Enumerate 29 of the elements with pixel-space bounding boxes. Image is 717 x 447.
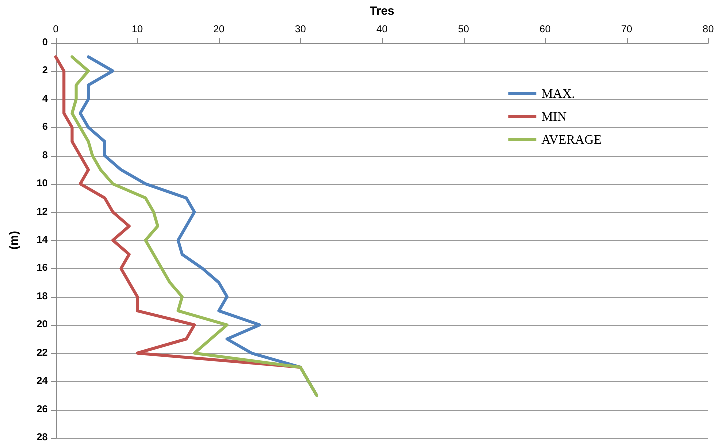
x-tick-label: 0: [53, 24, 60, 36]
x-tick-label: 30: [295, 24, 307, 36]
y-tick-label: 16: [36, 263, 48, 274]
y-tick-label: 10: [36, 178, 48, 190]
y-tick-label: 8: [42, 150, 48, 162]
x-tick-label: 20: [214, 24, 226, 36]
y-tick-label: 22: [36, 348, 48, 359]
y-tick-label: 2: [42, 66, 48, 77]
legend-label: MAX.: [542, 86, 576, 101]
x-axis-title: Tres: [370, 4, 395, 18]
y-tick-label: 6: [42, 122, 48, 134]
y-tick-label: 28: [36, 432, 48, 444]
x-tick-label: 60: [540, 24, 552, 36]
y-tick-label: 24: [36, 376, 48, 388]
x-tick-label: 80: [702, 24, 714, 36]
y-tick-label: 26: [36, 404, 48, 416]
y-tick-label: 4: [42, 94, 48, 105]
x-tick-label: 10: [132, 24, 144, 36]
y-tick-label: 14: [36, 235, 48, 246]
legend-label: AVERAGE: [542, 132, 602, 147]
y-tick-label: 20: [36, 320, 48, 331]
x-tick-label: 40: [376, 24, 388, 36]
x-tick-label: 50: [458, 24, 470, 36]
y-tick-label: 18: [36, 291, 48, 302]
y-tick-label: 12: [36, 206, 48, 218]
y-tick-label: 0: [42, 38, 48, 48]
y-axis-title: (m): [7, 231, 21, 250]
legend-label: MIN: [542, 109, 568, 124]
x-tick-label: 70: [621, 24, 633, 36]
